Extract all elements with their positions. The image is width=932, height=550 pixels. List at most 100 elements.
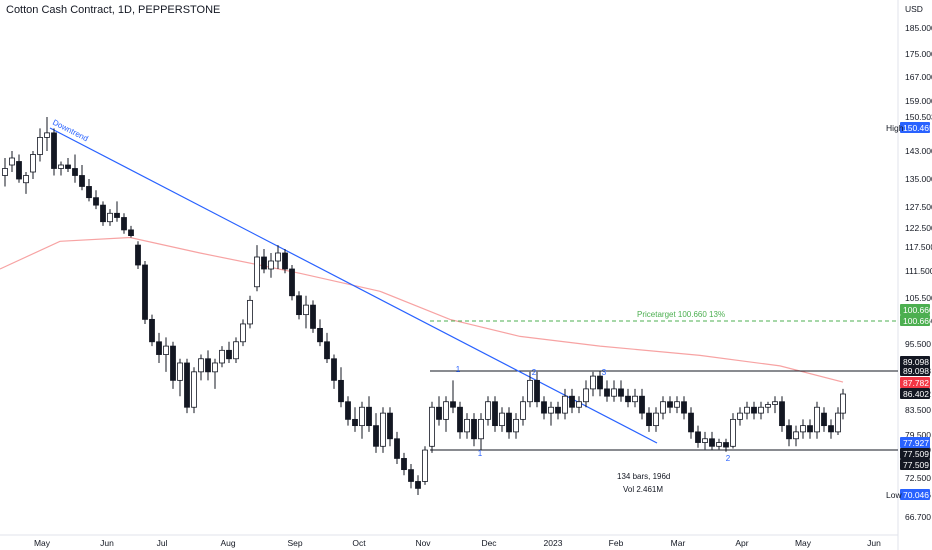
candle-body	[380, 412, 386, 447]
candle-body	[681, 401, 687, 414]
wave-point-label: 2	[532, 368, 537, 377]
candle	[793, 425, 799, 447]
candle-body	[247, 299, 253, 325]
candle	[618, 380, 624, 402]
candle-body	[534, 379, 540, 403]
candle	[485, 396, 491, 426]
candle	[177, 358, 183, 397]
candle	[317, 319, 323, 347]
candle-body	[23, 175, 29, 184]
candle-body	[737, 412, 743, 420]
price-label-value: 89.098	[903, 357, 929, 367]
candle	[366, 396, 372, 432]
price-label-value: 77.509	[903, 449, 929, 459]
candle	[324, 332, 330, 363]
candle	[464, 413, 470, 439]
candle	[422, 446, 428, 485]
candle	[751, 401, 757, 420]
candle	[471, 413, 477, 447]
candle	[513, 413, 519, 439]
price-label-box	[900, 304, 930, 315]
candle	[282, 249, 288, 274]
candle-body	[324, 341, 330, 360]
candle	[289, 265, 295, 301]
candle-body	[184, 362, 190, 408]
y-tick-label: 185.000	[905, 23, 932, 33]
y-tick-label: 72.500	[905, 473, 931, 483]
x-tick-label: Oct	[352, 538, 366, 548]
candle-body	[268, 260, 274, 270]
y-tick-label: 66.700	[905, 512, 931, 522]
candle	[233, 337, 239, 363]
price-label: 89.098	[900, 356, 930, 367]
candle	[604, 380, 610, 402]
candle-body	[51, 132, 57, 169]
candle	[625, 388, 631, 408]
candle-body	[86, 186, 92, 199]
candle	[191, 367, 197, 414]
downtrend-line	[49, 127, 658, 444]
y-tick-label: 150.503	[905, 112, 932, 122]
price-label-value: 150.465	[903, 123, 932, 133]
candle-body	[422, 449, 428, 482]
candle	[527, 371, 533, 408]
candle-body	[149, 318, 155, 343]
candle-body	[212, 362, 218, 373]
y-tick-label: 167.000	[905, 72, 932, 82]
candle	[401, 452, 407, 476]
x-tick-label: Jul	[157, 538, 168, 548]
candle-body	[135, 244, 141, 266]
wave-point-label: 1	[456, 365, 461, 374]
x-tick-label: May	[795, 538, 812, 548]
candle-body	[205, 358, 211, 373]
candle	[744, 401, 750, 420]
price-label-box	[900, 388, 930, 399]
candle	[16, 154, 22, 183]
candle-body	[114, 212, 120, 218]
candle	[93, 190, 99, 210]
candle	[709, 431, 715, 451]
candle	[226, 341, 232, 363]
price-label-box	[900, 315, 930, 326]
x-tick-label: Mar	[671, 538, 686, 548]
candle	[436, 396, 442, 426]
price-label-tag: High	[886, 123, 904, 133]
candle	[107, 209, 113, 226]
candle	[296, 291, 302, 320]
chart-title: Cotton Cash Contract, 1D, PEPPERSTONE	[6, 4, 221, 16]
candle	[352, 407, 358, 432]
y-tick-label: 111.500	[905, 266, 932, 276]
candle-body	[611, 388, 617, 397]
bars-info-label: 134 bars, 196d	[617, 472, 670, 481]
candle	[681, 396, 687, 420]
candle	[730, 413, 736, 449]
price-label: 86.402	[900, 388, 930, 399]
price-label-box	[900, 122, 930, 133]
candle-body	[744, 406, 750, 414]
candle-body	[170, 345, 176, 381]
candle	[345, 396, 351, 426]
candle-body	[709, 438, 715, 447]
candle	[597, 370, 603, 397]
candle-body	[583, 388, 589, 403]
candle-body	[625, 395, 631, 403]
candle-body	[590, 375, 596, 390]
candle-body	[653, 412, 659, 427]
candle-body	[443, 401, 449, 420]
price-label: 100.660	[900, 304, 932, 315]
candle	[429, 401, 435, 453]
candle	[240, 319, 246, 347]
candle-body	[16, 161, 22, 180]
candle-body	[604, 388, 610, 397]
price-label-box	[900, 448, 930, 459]
candle	[114, 201, 120, 222]
candle-body	[177, 362, 183, 381]
price-target-label: Pricetarget 100.660 13%	[637, 310, 725, 319]
candle	[198, 354, 204, 381]
candle	[310, 300, 316, 333]
candle	[156, 332, 162, 363]
candle-body	[310, 304, 316, 329]
candle	[163, 337, 169, 372]
